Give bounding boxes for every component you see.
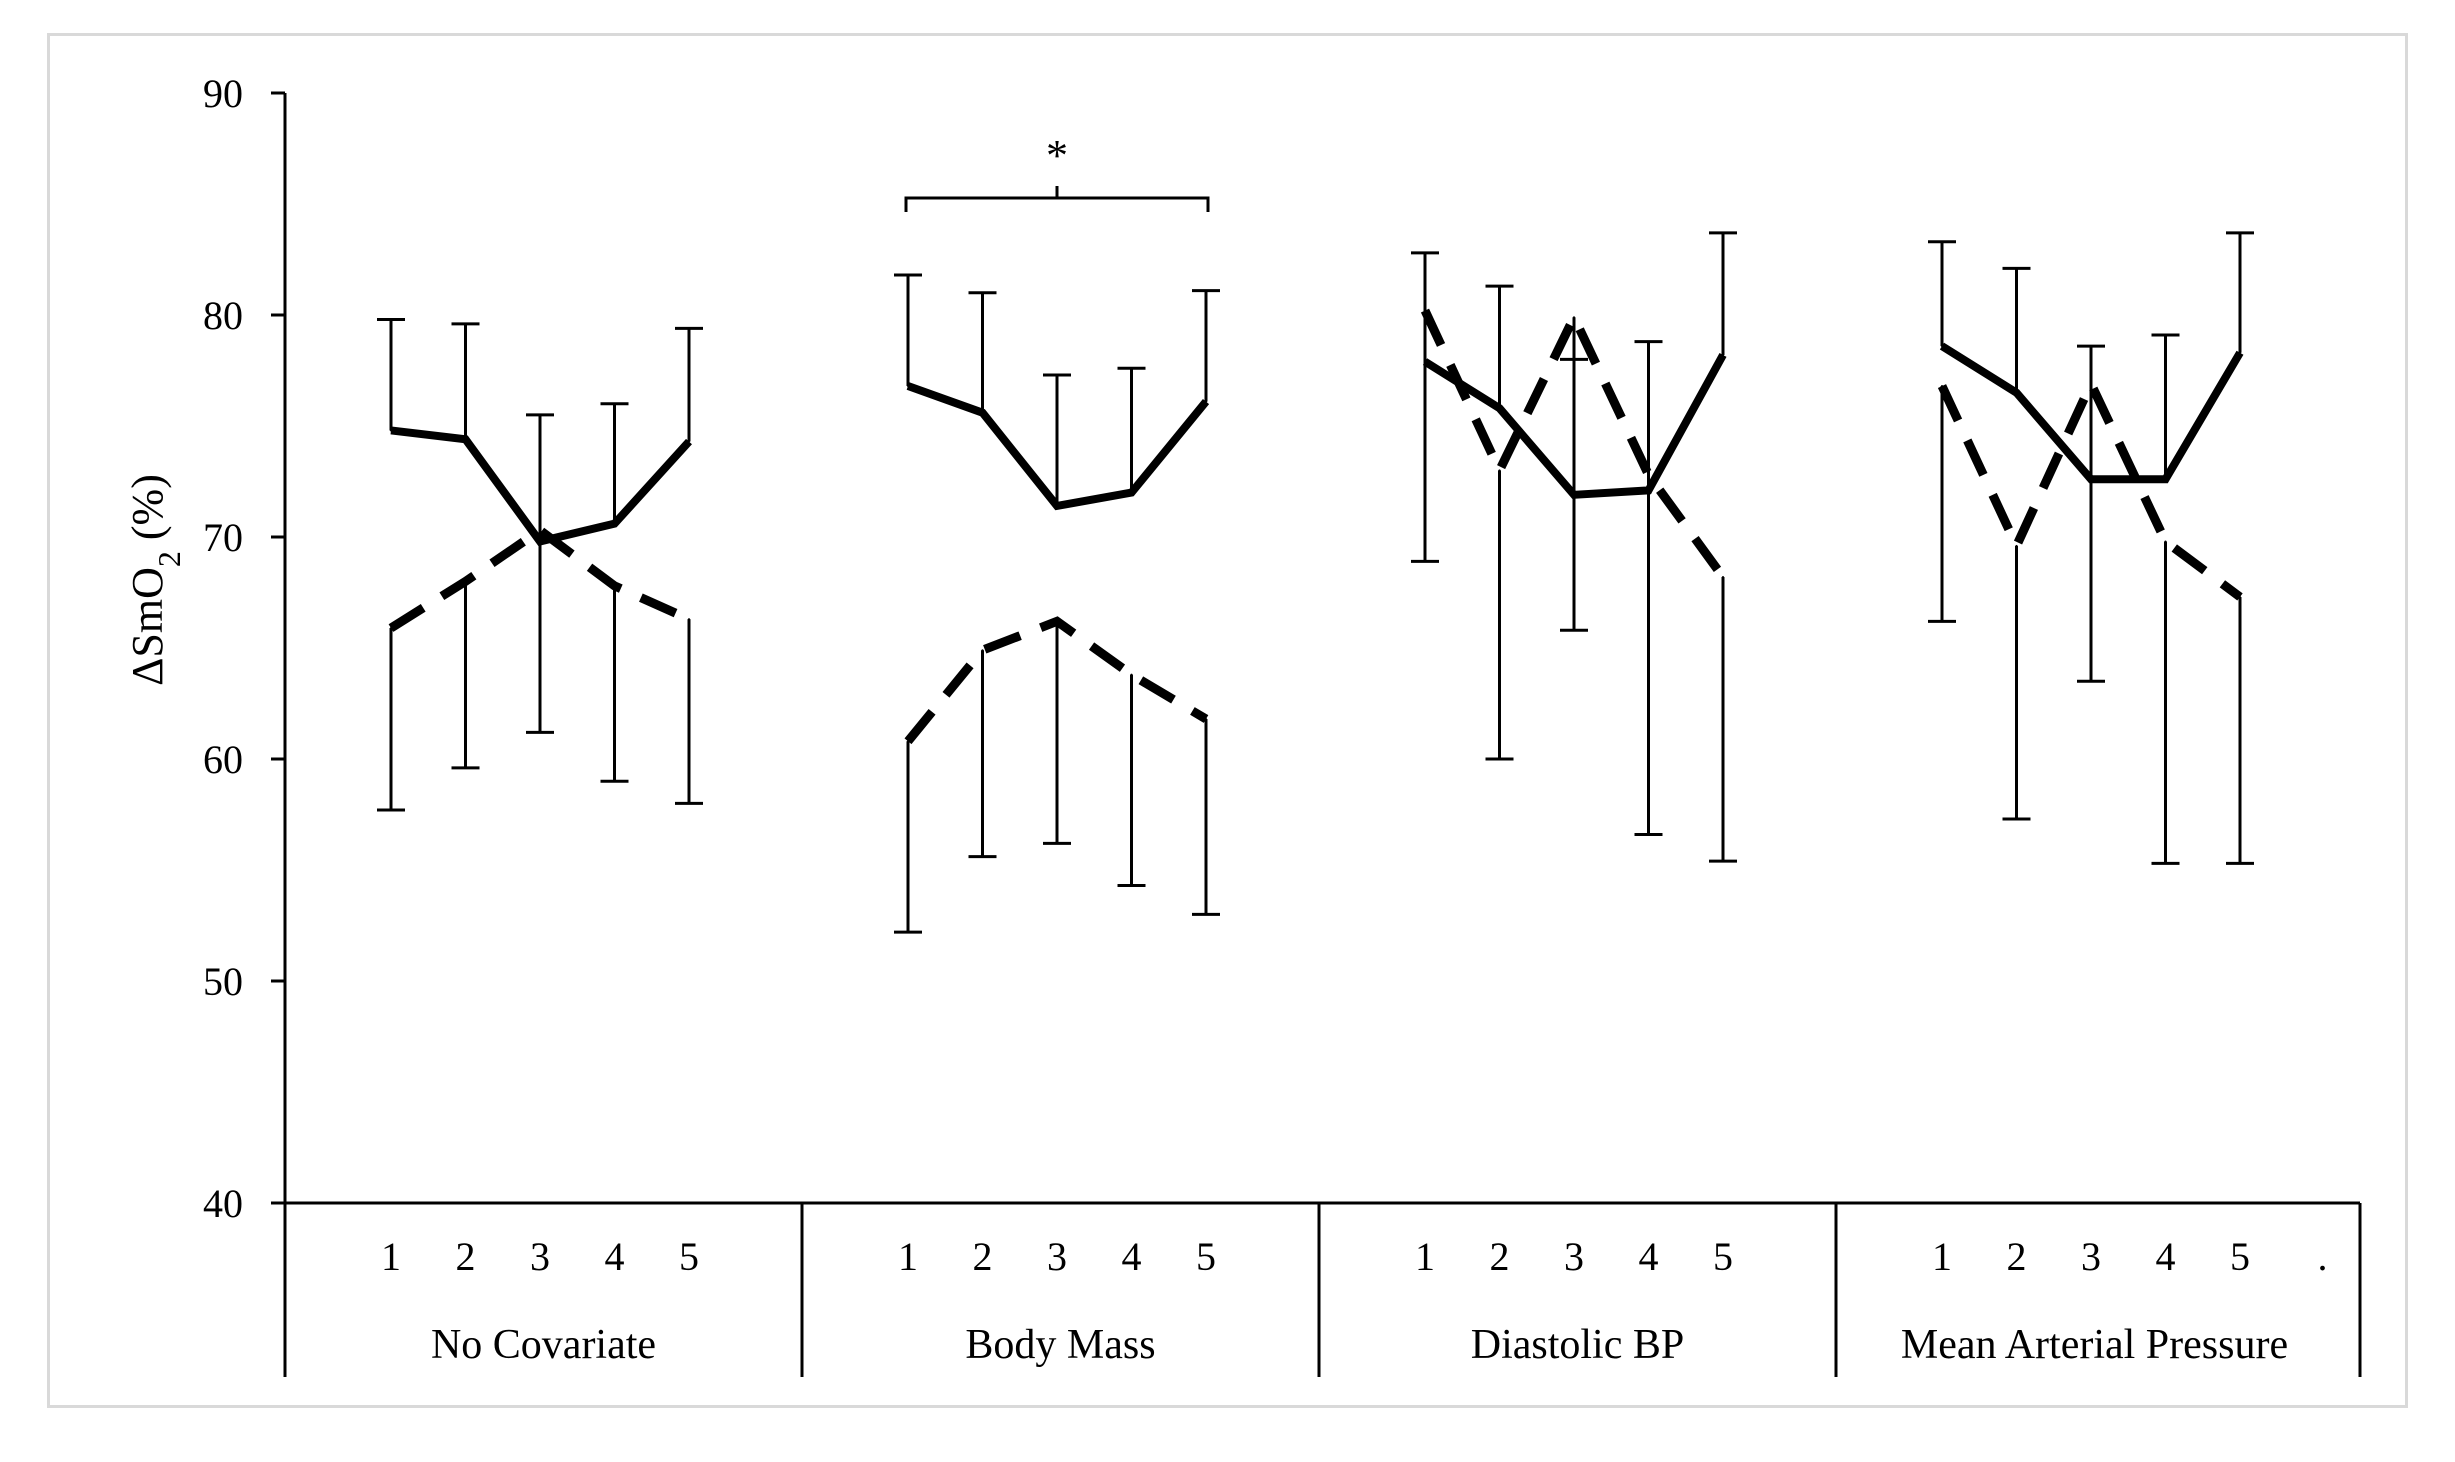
- data-point-dashed: [1573, 316, 1575, 319]
- data-point-dashed: [2239, 595, 2241, 598]
- group-label: No Covariate: [431, 1322, 656, 1368]
- series-line-dashed: [1420, 306, 1727, 580]
- x-tick-label: 1: [381, 1234, 401, 1279]
- labels-layer: 40 50 60 70 80 90 1 2 3 4 5 No Covariate 1 2 3 4 5 Body M…: [203, 71, 2328, 1368]
- x-tick-label: 1: [1932, 1234, 1952, 1279]
- y-tick-label: 60: [203, 737, 243, 782]
- y-axis-label-suffix: (%): [123, 474, 172, 551]
- data-point-dashed: [1205, 718, 1207, 721]
- x-tick-label: 3: [2081, 1234, 2101, 1279]
- x-tick-label: 4: [1122, 1234, 1142, 1279]
- x-tick-label: 5: [2230, 1234, 2250, 1279]
- group-label: Mean Arterial Pressure: [1901, 1322, 2288, 1368]
- y-axis-label-sub: 2: [151, 551, 187, 567]
- series-layer: [377, 186, 2254, 934]
- data-point-solid: [613, 522, 616, 525]
- data-point-dashed: [2090, 382, 2092, 385]
- x-tick-label: 1: [1415, 1234, 1435, 1279]
- data-point-dashed: [981, 649, 984, 652]
- series-line-dashed: [1937, 373, 2243, 601]
- significance-bracket: [904, 196, 1210, 212]
- y-axis-label-main: ΔSmO: [123, 567, 172, 686]
- data-point-solid: [2239, 351, 2241, 354]
- x-tick-label: 4: [2156, 1234, 2176, 1279]
- x-tick-label: 2: [2007, 1234, 2027, 1279]
- x-tick-label: 3: [530, 1234, 550, 1279]
- data-point-dashed: [390, 627, 392, 630]
- x-tick-label: 1: [898, 1234, 918, 1279]
- data-point-dashed: [613, 584, 616, 587]
- x-tick-extra: .: [2318, 1234, 2328, 1279]
- data-point-solid: [1941, 345, 1943, 348]
- data-point-dashed: [1056, 620, 1058, 623]
- y-axis-label: ΔSmO2 (%): [123, 474, 187, 686]
- data-point-dashed: [1498, 469, 1501, 472]
- data-point-solid: [2164, 478, 2167, 481]
- data-point-dashed: [464, 580, 467, 583]
- data-point-solid: [688, 440, 690, 443]
- data-point-solid: [464, 438, 467, 441]
- y-tick-label: 90: [203, 71, 243, 116]
- data-point-dashed: [1722, 575, 1724, 578]
- significance-marker: *: [1046, 131, 1068, 180]
- data-point-solid: [390, 429, 392, 432]
- data-point-dashed: [1647, 473, 1650, 476]
- y-tick-label: 50: [203, 959, 243, 1004]
- x-tick-label: 3: [1564, 1234, 1584, 1279]
- group-label: Body Mass: [965, 1322, 1155, 1368]
- data-point-solid: [981, 411, 984, 414]
- chart-frame: [47, 33, 2408, 1408]
- y-tick-label: 70: [203, 515, 243, 560]
- data-point-solid: [1130, 491, 1133, 494]
- x-tick-label: 2: [1490, 1234, 1510, 1279]
- data-point-dashed: [688, 618, 690, 621]
- data-point-dashed: [1424, 309, 1426, 312]
- x-tick-label: 3: [1047, 1234, 1067, 1279]
- data-point-solid: [1056, 504, 1058, 507]
- axes: [271, 91, 2362, 1377]
- data-point-dashed: [2164, 540, 2167, 543]
- x-tick-label: 5: [1713, 1234, 1733, 1279]
- x-tick-label: 4: [1639, 1234, 1659, 1279]
- data-point-dashed: [1941, 385, 1943, 388]
- x-tick-label: 5: [1196, 1234, 1216, 1279]
- x-tick-label: 2: [456, 1234, 476, 1279]
- x-tick-label: 4: [605, 1234, 625, 1279]
- y-tick-label: 40: [203, 1181, 243, 1226]
- data-point-solid: [2015, 391, 2018, 394]
- data-point-dashed: [907, 740, 909, 743]
- data-point-dashed: [1130, 673, 1133, 676]
- y-tick-label: 80: [203, 293, 243, 338]
- group-label: Diastolic BP: [1471, 1322, 1685, 1368]
- data-point-solid: [1722, 353, 1724, 356]
- data-point-dashed: [539, 529, 541, 532]
- x-tick-label: 2: [973, 1234, 993, 1279]
- data-point-dashed: [2015, 544, 2018, 547]
- x-tick-label: 5: [679, 1234, 699, 1279]
- data-point-solid: [907, 385, 909, 388]
- data-point-solid: [1205, 400, 1207, 403]
- data-point-solid: [1498, 407, 1501, 410]
